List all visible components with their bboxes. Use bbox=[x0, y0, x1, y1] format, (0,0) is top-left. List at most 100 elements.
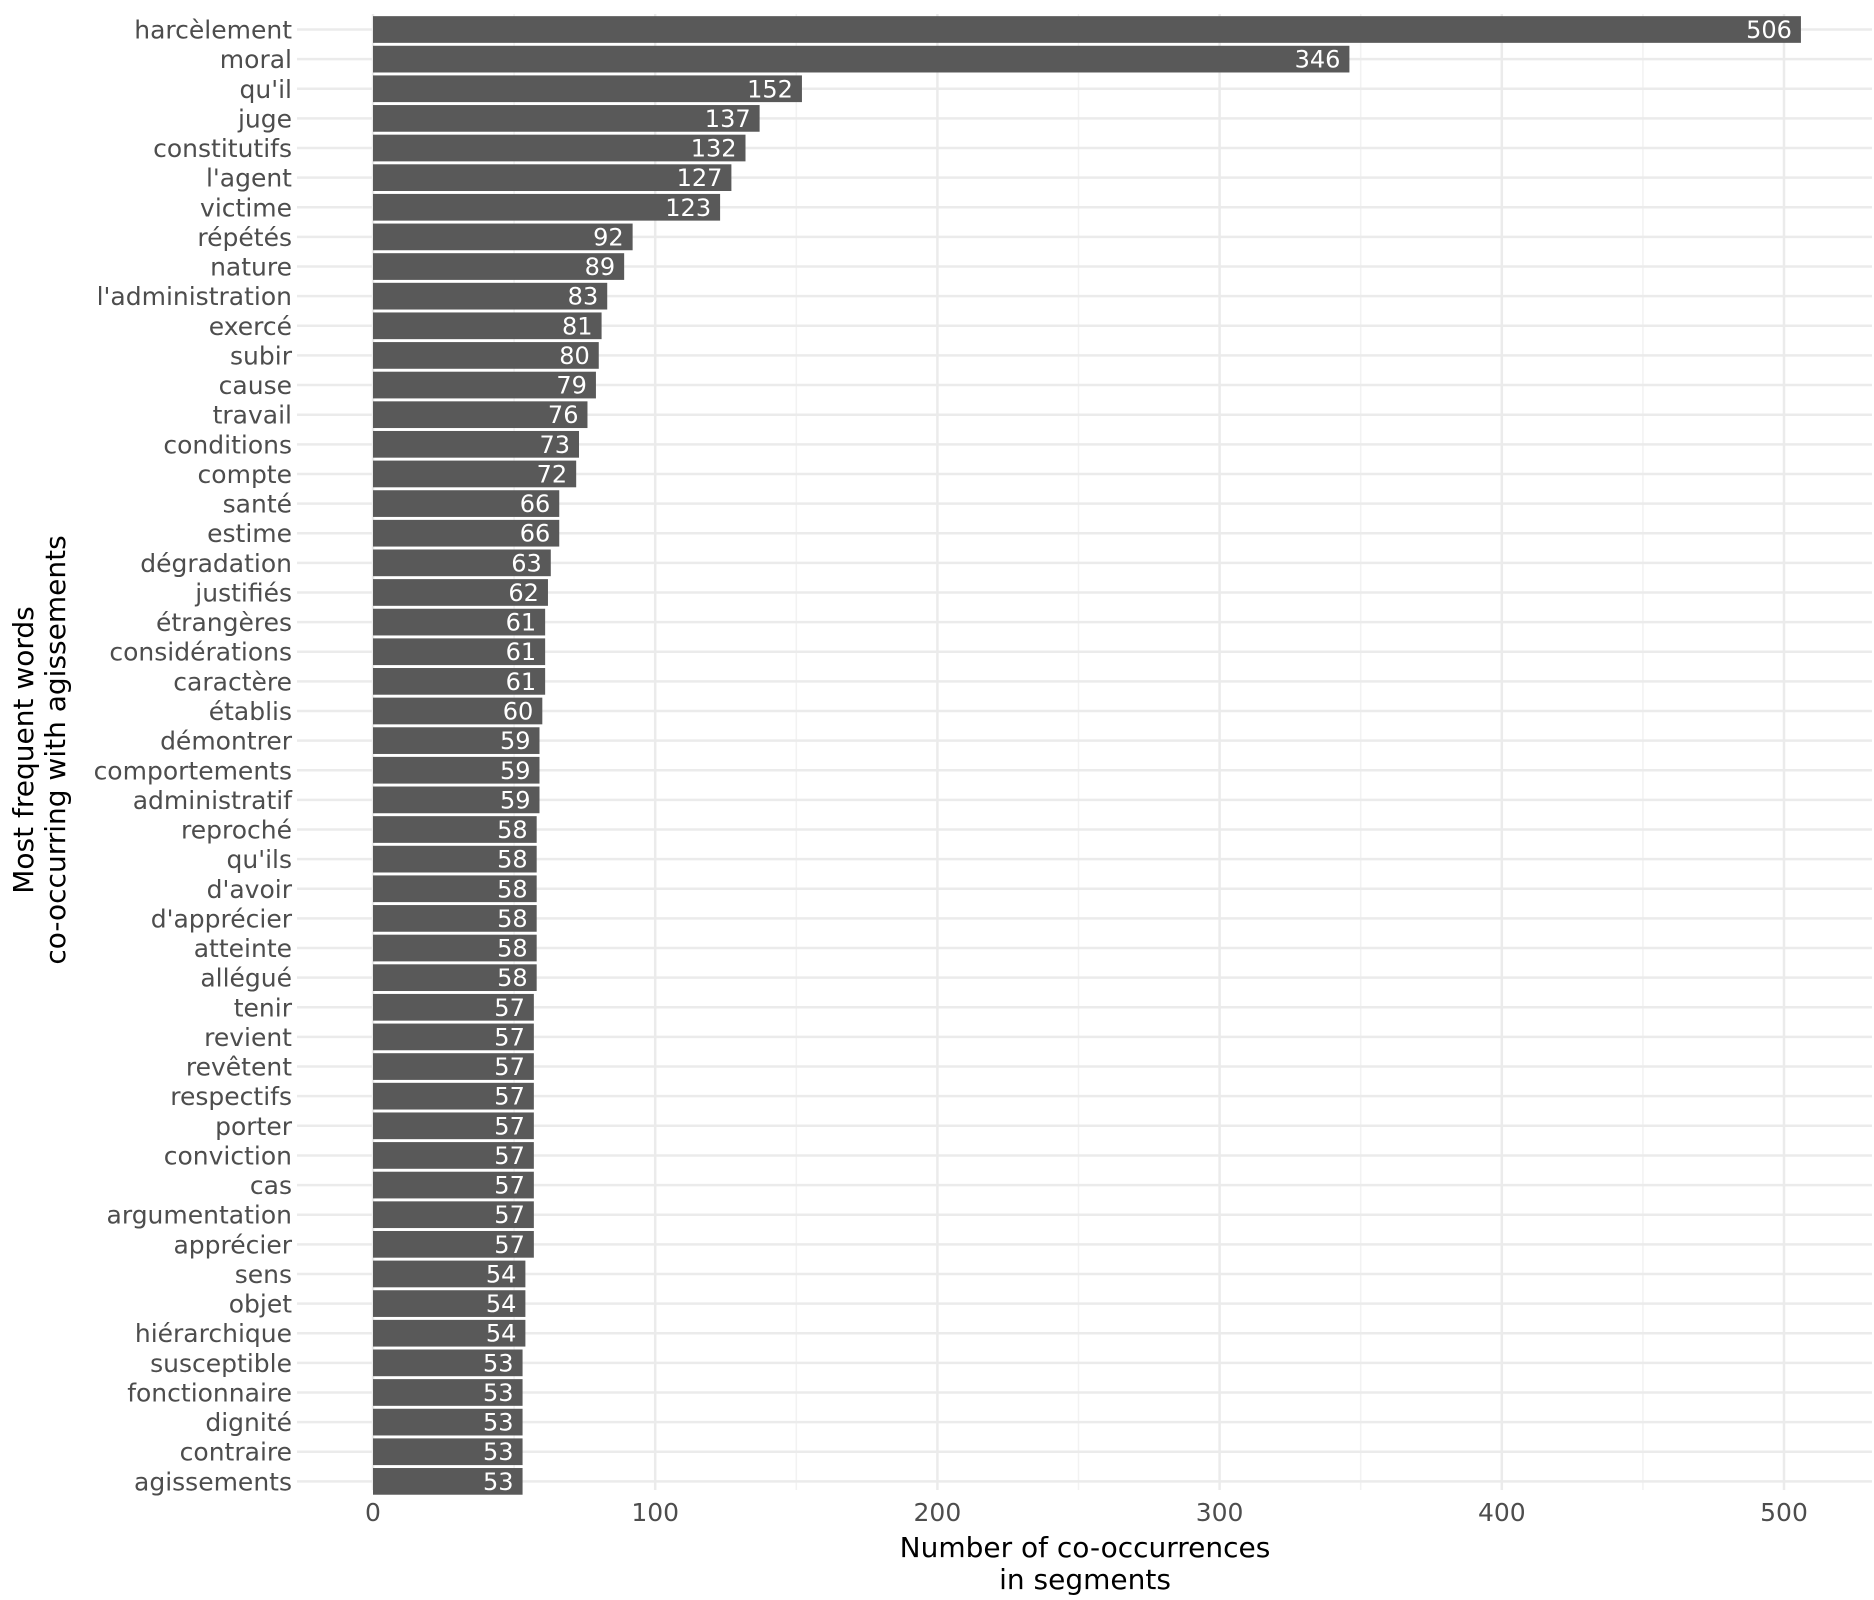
bar bbox=[373, 1290, 526, 1317]
category-label: contraire bbox=[180, 1438, 292, 1467]
bar bbox=[373, 1142, 534, 1169]
category-label: caractère bbox=[173, 667, 292, 696]
bar bbox=[373, 1260, 526, 1288]
bar-value-label: 53 bbox=[483, 1409, 514, 1437]
bar-value-label: 53 bbox=[483, 1349, 514, 1377]
bar bbox=[373, 1053, 534, 1080]
bar bbox=[373, 549, 551, 577]
bar-value-label: 54 bbox=[486, 1320, 517, 1348]
bar-value-label: 66 bbox=[520, 490, 551, 518]
x-axis-title-line-1: Number of co-occurrences bbox=[900, 1531, 1271, 1564]
bar-value-label: 79 bbox=[556, 372, 587, 400]
bar-value-label: 54 bbox=[486, 1290, 517, 1318]
bar bbox=[373, 164, 732, 191]
bar-value-label: 57 bbox=[494, 1172, 525, 1200]
category-label: considérations bbox=[109, 638, 292, 667]
bar bbox=[373, 105, 760, 132]
bar-value-label: 57 bbox=[494, 1112, 525, 1140]
category-label: qu'il bbox=[240, 75, 292, 104]
bar-value-label: 127 bbox=[677, 164, 723, 192]
category-label: atteinte bbox=[194, 934, 292, 963]
bar bbox=[373, 579, 548, 606]
bar-value-label: 132 bbox=[691, 135, 737, 163]
bar bbox=[373, 519, 560, 547]
x-tick-label: 500 bbox=[1760, 1498, 1808, 1527]
bar bbox=[373, 875, 537, 903]
bar bbox=[373, 1023, 534, 1051]
bar bbox=[373, 727, 540, 754]
bar bbox=[373, 134, 746, 162]
category-label: constitutifs bbox=[153, 134, 292, 163]
category-label: revient bbox=[204, 1023, 292, 1052]
bar-value-label: 59 bbox=[500, 757, 531, 785]
bar-value-label: 73 bbox=[539, 431, 570, 459]
bar-value-label: 346 bbox=[1295, 46, 1341, 74]
bar-value-label: 57 bbox=[494, 1023, 525, 1051]
bar-value-label: 92 bbox=[593, 223, 624, 251]
bar bbox=[373, 401, 588, 429]
bar bbox=[373, 253, 625, 280]
category-label: revêtent bbox=[186, 1053, 292, 1082]
category-label: porter bbox=[215, 1112, 293, 1141]
bars: 5063461521371321271239289838180797673726… bbox=[373, 16, 1801, 1496]
category-label: administratif bbox=[133, 786, 293, 815]
bar bbox=[373, 1379, 523, 1406]
category-label: harcèlement bbox=[134, 16, 292, 45]
bar bbox=[373, 1201, 534, 1229]
bar-value-label: 58 bbox=[497, 846, 528, 874]
bar bbox=[373, 430, 580, 458]
bar bbox=[373, 1349, 523, 1377]
category-label: compte bbox=[198, 460, 292, 489]
bar bbox=[373, 964, 537, 992]
category-label: établis bbox=[209, 697, 292, 726]
x-tick-label: 300 bbox=[1196, 1498, 1244, 1527]
category-label: d'apprécier bbox=[151, 904, 293, 933]
bar-value-label: 63 bbox=[511, 549, 542, 577]
category-label: subir bbox=[230, 341, 293, 370]
bar bbox=[373, 1112, 534, 1140]
bar bbox=[373, 312, 602, 340]
bar-value-label: 61 bbox=[506, 668, 537, 696]
y-axis-title-line-1: Most frequent words bbox=[7, 606, 40, 894]
x-tick-labels: 0 100 200 300 400 500 bbox=[365, 1498, 1808, 1527]
bar bbox=[373, 1319, 526, 1347]
category-label: d'avoir bbox=[207, 875, 293, 904]
bar bbox=[373, 845, 537, 873]
category-label: étrangères bbox=[156, 608, 292, 637]
bar-value-label: 57 bbox=[494, 1142, 525, 1170]
category-label: dégradation bbox=[140, 549, 292, 578]
category-label: justifiés bbox=[194, 578, 292, 607]
bar bbox=[373, 282, 608, 310]
bar bbox=[373, 816, 537, 843]
bar-value-label: 83 bbox=[568, 283, 599, 311]
category-label: estime bbox=[207, 519, 292, 548]
category-label: agissements bbox=[134, 1467, 292, 1496]
category-label: répétés bbox=[197, 223, 292, 252]
x-tick-label: 200 bbox=[914, 1498, 962, 1527]
bar-value-label: 53 bbox=[483, 1438, 514, 1466]
bar-value-label: 57 bbox=[494, 1053, 525, 1081]
bar-value-label: 137 bbox=[705, 105, 751, 133]
category-label: tenir bbox=[234, 993, 293, 1022]
bar-value-label: 80 bbox=[559, 342, 590, 370]
category-label: susceptible bbox=[150, 1349, 292, 1378]
bar bbox=[373, 1230, 534, 1258]
x-axis-title-line-2: in segments bbox=[999, 1563, 1171, 1596]
bar bbox=[373, 193, 721, 221]
bar bbox=[373, 75, 802, 103]
bar bbox=[373, 342, 599, 369]
bar-value-label: 60 bbox=[503, 697, 534, 725]
category-label: conditions bbox=[163, 430, 292, 459]
category-label: juge bbox=[237, 104, 292, 133]
category-label: travail bbox=[213, 401, 292, 430]
bar-value-label: 59 bbox=[500, 786, 531, 814]
x-tick-label: 100 bbox=[631, 1498, 679, 1527]
bar-value-label: 62 bbox=[508, 579, 539, 607]
bar-value-label: 81 bbox=[562, 312, 593, 340]
bar-value-label: 57 bbox=[494, 1201, 525, 1229]
category-label: sens bbox=[235, 1260, 292, 1289]
category-label: exercé bbox=[209, 312, 292, 341]
bar-value-label: 57 bbox=[494, 1083, 525, 1111]
bar bbox=[373, 638, 546, 666]
